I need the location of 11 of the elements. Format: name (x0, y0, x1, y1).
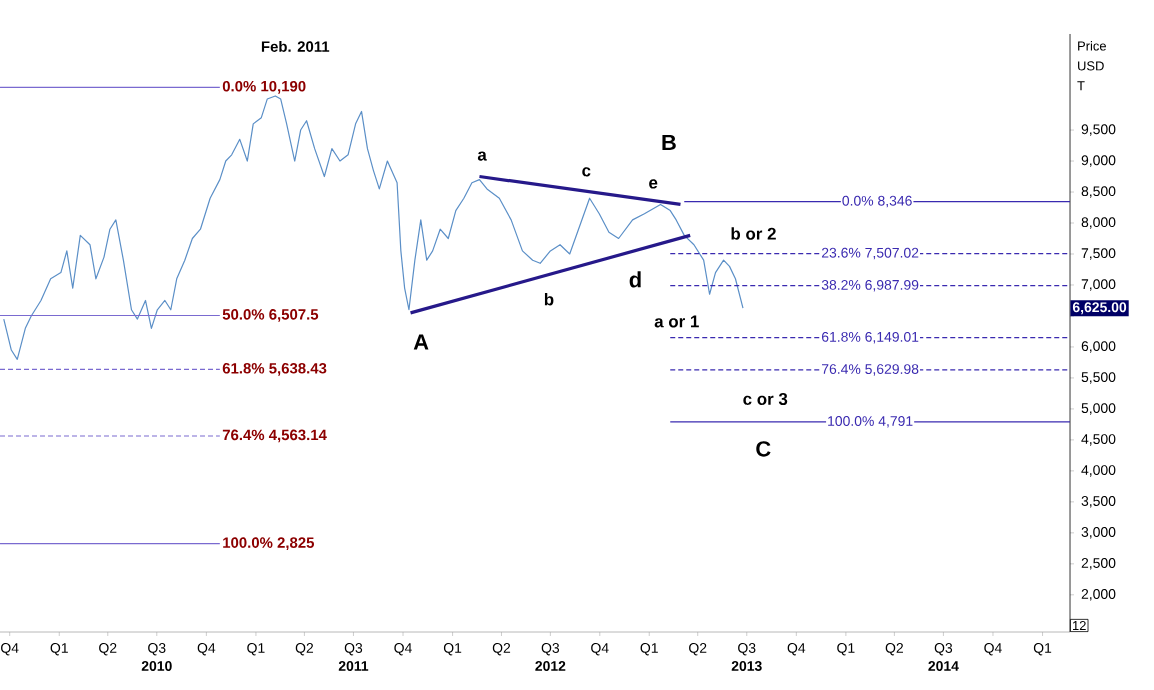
annotation: a or 1 (654, 315, 699, 328)
annotation: A (413, 334, 429, 350)
annotation: b (544, 293, 554, 306)
annotation: d (629, 271, 641, 288)
annotation: e (649, 179, 658, 189)
annotation: c or 3 (743, 393, 788, 405)
annotation: B (662, 134, 676, 150)
annotation: b or 2 (731, 227, 776, 240)
annotation: c (582, 167, 591, 177)
annotation: C (756, 441, 771, 457)
annotation: a (477, 151, 487, 161)
